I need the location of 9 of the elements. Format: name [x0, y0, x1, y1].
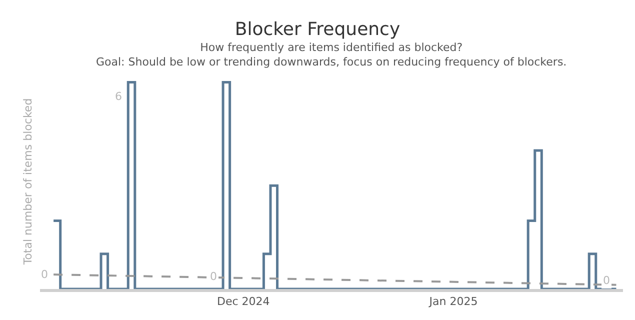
x-tick-label: Jan 2025 [428, 295, 478, 308]
annotation: 0 [603, 274, 610, 287]
annotation: 6 [115, 90, 122, 103]
chart-title: Blocker Frequency [234, 19, 400, 40]
chart-subtitle: How frequently are items identified as blocked? Goal: Should be low or trending downwards, focus on reducing frequency of blockers. [96, 41, 567, 68]
x-tick-label: Dec 2024 [216, 295, 270, 308]
y-axis-title: Total number of items blocked [22, 98, 35, 266]
annotation: 0 [41, 268, 48, 281]
annotation: 0 [210, 270, 217, 283]
